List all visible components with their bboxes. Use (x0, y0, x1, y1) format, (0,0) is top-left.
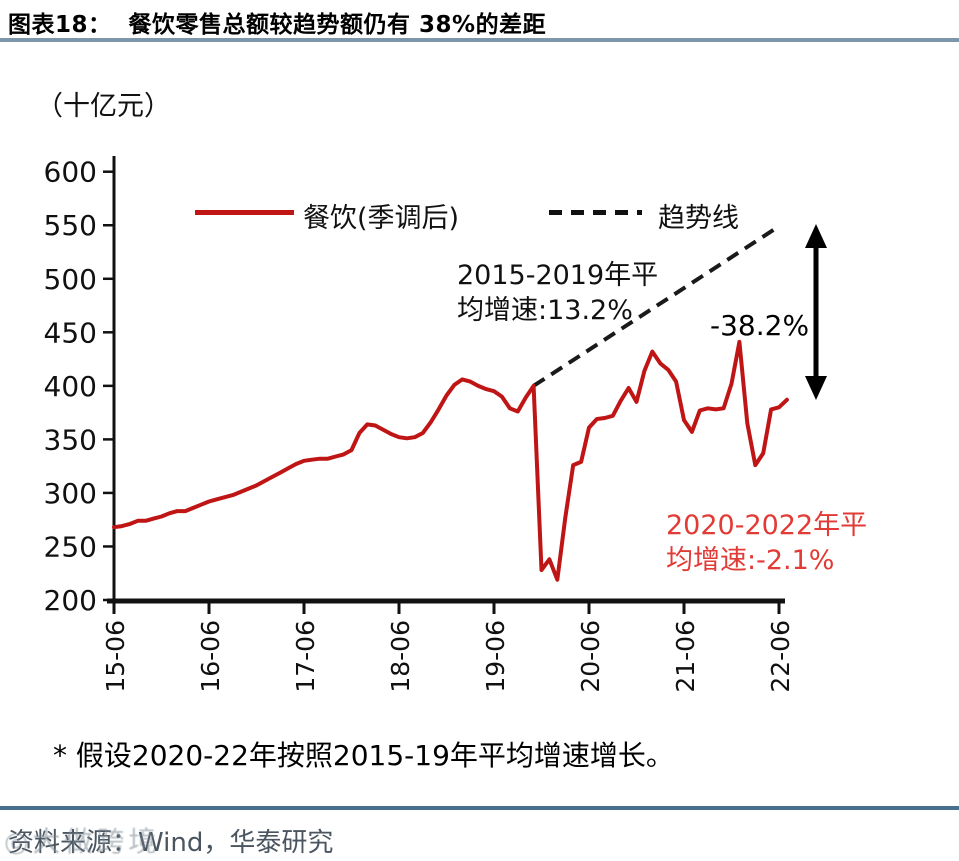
y-axis: 600 550 500 450 400 350 300 250 200 (44, 156, 116, 617)
source-text: 资料来源：Wind，华泰研究 (8, 828, 334, 858)
y-tick-label: 300 (44, 477, 97, 510)
annotation-pre-line1: 2015-2019年平 (457, 260, 659, 291)
gap-arrow-head-down (805, 376, 827, 400)
legend-label-trendline: 趋势线 (658, 203, 739, 234)
x-axis: 15-06 16-06 17-06 18-06 19-06 20-06 21-06 22-06 (101, 598, 795, 693)
trend-line (532, 224, 781, 388)
gap-arrow (805, 224, 827, 400)
x-tick-label: 15-06 (101, 620, 130, 693)
x-tick-label: 16-06 (196, 620, 225, 693)
annotation-pre-line2: 均增速:13.2% (457, 295, 633, 326)
x-tick-label: 19-06 (481, 620, 510, 693)
y-tick-label: 600 (44, 156, 97, 189)
x-tick-label: 22-06 (766, 620, 795, 693)
annotation-gap-percent: -38.2% (710, 309, 810, 342)
y-tick-label: 450 (44, 316, 97, 349)
gap-arrow-head-up (805, 224, 827, 248)
title-divider (0, 38, 959, 42)
catering-line (112, 339, 789, 582)
annotation-post-line2: 均增速:-2.1% (666, 545, 835, 576)
annotation-pre-covid-growth: 2015-2019年平 均增速:13.2% (457, 258, 658, 328)
y-tick-label: 200 (44, 584, 97, 617)
watermark: ◎大做跨境 (4, 825, 161, 858)
y-tick-label: 550 (44, 209, 97, 242)
chart-footnote: * 假设2020-22年按照2015-19年平均增速增长。 (53, 739, 674, 772)
x-tick-label: 20-06 (576, 620, 605, 693)
y-tick-label: 500 (44, 263, 97, 296)
x-tick-label: 18-06 (386, 620, 415, 693)
legend-dashed-swatch (549, 210, 642, 215)
y-tick-label: 400 (44, 370, 97, 403)
figure-title: 图表18： 餐饮零售总额较趋势额仍有 38%的差距 (8, 12, 547, 38)
annotation-post-line1: 2020-2022年平 (666, 510, 868, 541)
y-tick-label: 250 (44, 530, 97, 563)
legend-label-catering: 餐饮(季调后) (303, 203, 460, 234)
source-divider (0, 806, 959, 810)
x-tick-label: 21-06 (671, 620, 700, 693)
annotation-post-covid-growth: 2020-2022年平 均增速:-2.1% (666, 508, 867, 578)
legend-solid-swatch (195, 210, 294, 215)
y-axis-unit-label: （十亿元） (36, 91, 171, 122)
y-tick-label: 350 (44, 423, 97, 456)
x-tick-label: 17-06 (291, 620, 320, 693)
